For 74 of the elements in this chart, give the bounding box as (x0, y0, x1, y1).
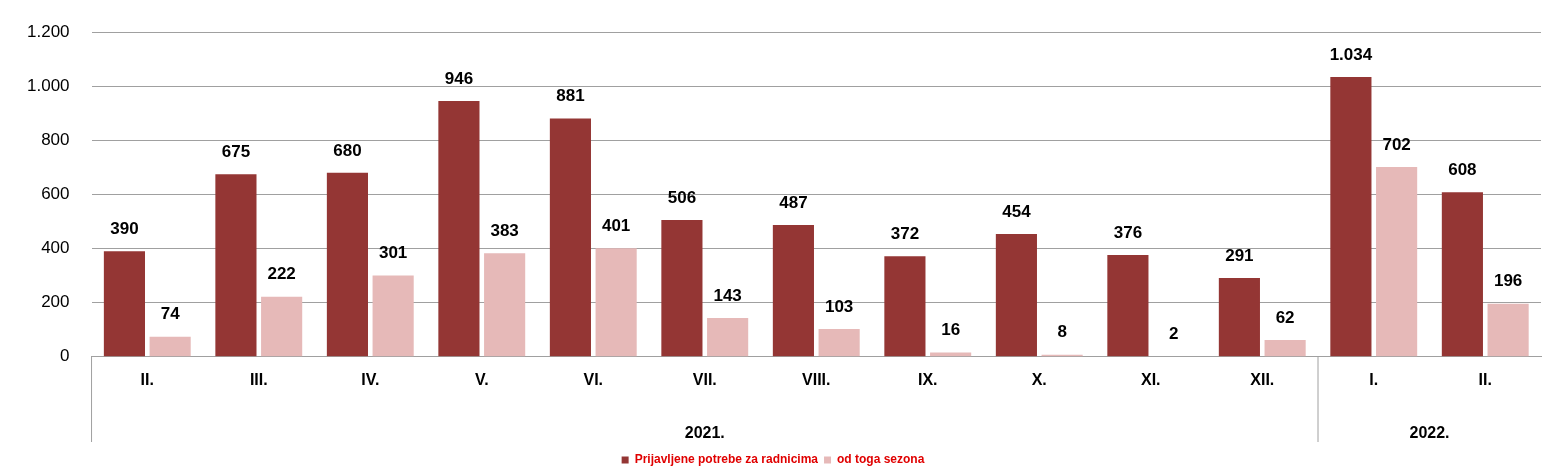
bar (930, 352, 972, 357)
x-tick-label: XI. (1140, 370, 1161, 388)
x-tick-label: VI. (583, 370, 604, 388)
bar (103, 251, 145, 357)
data-label: 702 (1382, 134, 1411, 154)
bar (326, 172, 368, 357)
data-label: 291 (1225, 245, 1254, 265)
bar (215, 174, 257, 357)
data-label: 62 (1275, 307, 1295, 327)
data-label: 608 (1448, 160, 1477, 180)
x-tick-label: X. (1031, 370, 1047, 388)
bar (549, 118, 591, 357)
x-tick-label: VIII. (802, 370, 831, 388)
bar (1264, 340, 1306, 357)
data-label: 383 (490, 220, 519, 240)
bar (1376, 166, 1418, 357)
bar (772, 225, 814, 357)
data-label: 1.034 (1329, 44, 1373, 64)
data-label: 487 (779, 192, 808, 212)
data-label: 376 (1113, 222, 1143, 242)
x-tick-label: IV. (361, 370, 380, 388)
data-label: 454 (1002, 201, 1032, 221)
x-tick-label: I. (1369, 370, 1379, 388)
data-label: 506 (667, 187, 697, 207)
bar (149, 336, 191, 357)
bar (884, 256, 926, 357)
x-tick-label: IX. (917, 370, 938, 388)
bar (1487, 303, 1529, 357)
y-tick-label: 200 (41, 292, 70, 312)
text: 2021. (684, 424, 725, 442)
bar (1441, 192, 1483, 357)
x-tick-label: II. (1478, 370, 1492, 388)
bar (1218, 278, 1260, 357)
data-label: 74 (160, 304, 181, 324)
data-label: 8 (1057, 322, 1067, 342)
data-label: 143 (713, 285, 742, 305)
bar (438, 100, 480, 357)
data-label: 2 (1168, 323, 1179, 343)
y-tick-label: 1.000 (26, 75, 70, 95)
bar (1107, 255, 1149, 357)
x-tick-label: III. (249, 370, 268, 388)
x-tick-label: II. (140, 370, 154, 388)
bar (995, 233, 1037, 357)
text: 2022. (1409, 424, 1450, 442)
x-tick-label: V. (474, 370, 489, 388)
bar (372, 275, 414, 357)
data-label: 372 (890, 223, 920, 243)
x-tick-label: VII. (692, 370, 717, 388)
bar (818, 328, 860, 357)
data-label: 16 (941, 320, 961, 340)
bar (1330, 77, 1372, 357)
data-label: 946 (444, 68, 474, 88)
y-tick-label: 800 (41, 130, 70, 150)
data-label: 103 (824, 296, 854, 316)
bar (261, 296, 303, 357)
y-tick-label: 0 (60, 346, 70, 366)
data-label: 196 (1493, 271, 1523, 291)
data-label: 680 (333, 140, 362, 160)
bar (661, 219, 703, 357)
y-tick-label: 600 (41, 184, 70, 204)
y-tick-label: 1.200 (26, 21, 70, 41)
y-tick-label: 400 (41, 238, 70, 258)
data-label: 390 (110, 218, 139, 238)
bar (707, 318, 749, 357)
data-label: 881 (556, 86, 585, 106)
x-tick-label: XII. (1250, 370, 1275, 388)
bar (484, 253, 526, 357)
data-label: 222 (267, 264, 296, 284)
data-label: 675 (221, 141, 251, 161)
bar (595, 248, 637, 357)
legend-label: od toga sezona (837, 452, 925, 467)
data-label: 401 (601, 216, 631, 236)
legend-label: Prijavljene potrebe za radnicima (634, 452, 819, 467)
data-label: 301 (378, 243, 408, 263)
